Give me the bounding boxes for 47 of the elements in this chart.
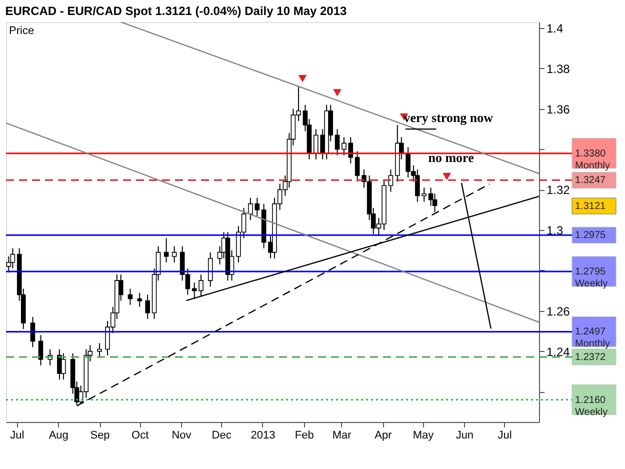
candlestick (145, 294, 150, 320)
candlestick (128, 288, 133, 306)
x-tick-label: Nov (172, 430, 192, 442)
x-tick-label: Oct (132, 430, 149, 442)
annotation: no more (428, 150, 474, 165)
candlestick (61, 352, 66, 380)
ref-line-label: 1.2975 (575, 230, 606, 242)
point (442, 172, 452, 180)
ref-line-label: 1.2160 Weekly (575, 394, 608, 418)
candlestick (10, 248, 16, 269)
x-tick-label: Aug (48, 430, 68, 442)
annotation: very strong now (404, 110, 494, 125)
point (298, 74, 307, 82)
candlestick (38, 334, 44, 366)
ref-line-label: 1.3247 (575, 175, 606, 186)
y-tick-label: 1.3 (546, 224, 564, 238)
candlestick (137, 292, 142, 308)
x-tick-label: Apr (374, 430, 392, 442)
chart-title: EURCAD - EUR/CAD Spot 1.3121 (-0.04%) Daily 10 May 2013 (5, 4, 348, 18)
ref-line-label: 1.2372 (575, 352, 606, 363)
candlestick (97, 342, 102, 358)
y-tick-label: 1.38 (546, 62, 570, 76)
candlestick (354, 150, 360, 182)
x-tick-label: Sep (90, 430, 110, 442)
x-tick-label: Jul (10, 430, 24, 442)
candlestick (164, 238, 169, 263)
x-tick-label: Mar (332, 430, 352, 442)
x-tick-label: Dec (212, 430, 232, 442)
y-tick-label: 1.36 (546, 102, 570, 116)
y-tick-label: 1.26 (546, 304, 570, 318)
y-axis-title: Price (9, 25, 34, 37)
candlestick (334, 128, 340, 156)
x-tick-label: 2013 (250, 430, 276, 442)
candlestick (172, 246, 177, 263)
x-tick-label: May (412, 430, 434, 442)
ref-line-label: 1.2497 Monthly (575, 326, 610, 350)
x-tick-label: Jul (498, 430, 512, 442)
candlestick (208, 252, 213, 288)
ref-line-label: 1.3380 Monthly (575, 148, 610, 172)
y-tick-label: 1.4 (546, 22, 564, 36)
y-tick-label: 1.32 (546, 183, 570, 198)
ref-line-label: 1.2795 Weekly (575, 266, 608, 290)
y-tick-label: 1.24 (546, 344, 570, 359)
text: 1.3121 (575, 201, 606, 212)
x-tick-label: Feb (294, 430, 314, 442)
x-tick-label: Jun (456, 430, 474, 442)
point (333, 89, 342, 96)
